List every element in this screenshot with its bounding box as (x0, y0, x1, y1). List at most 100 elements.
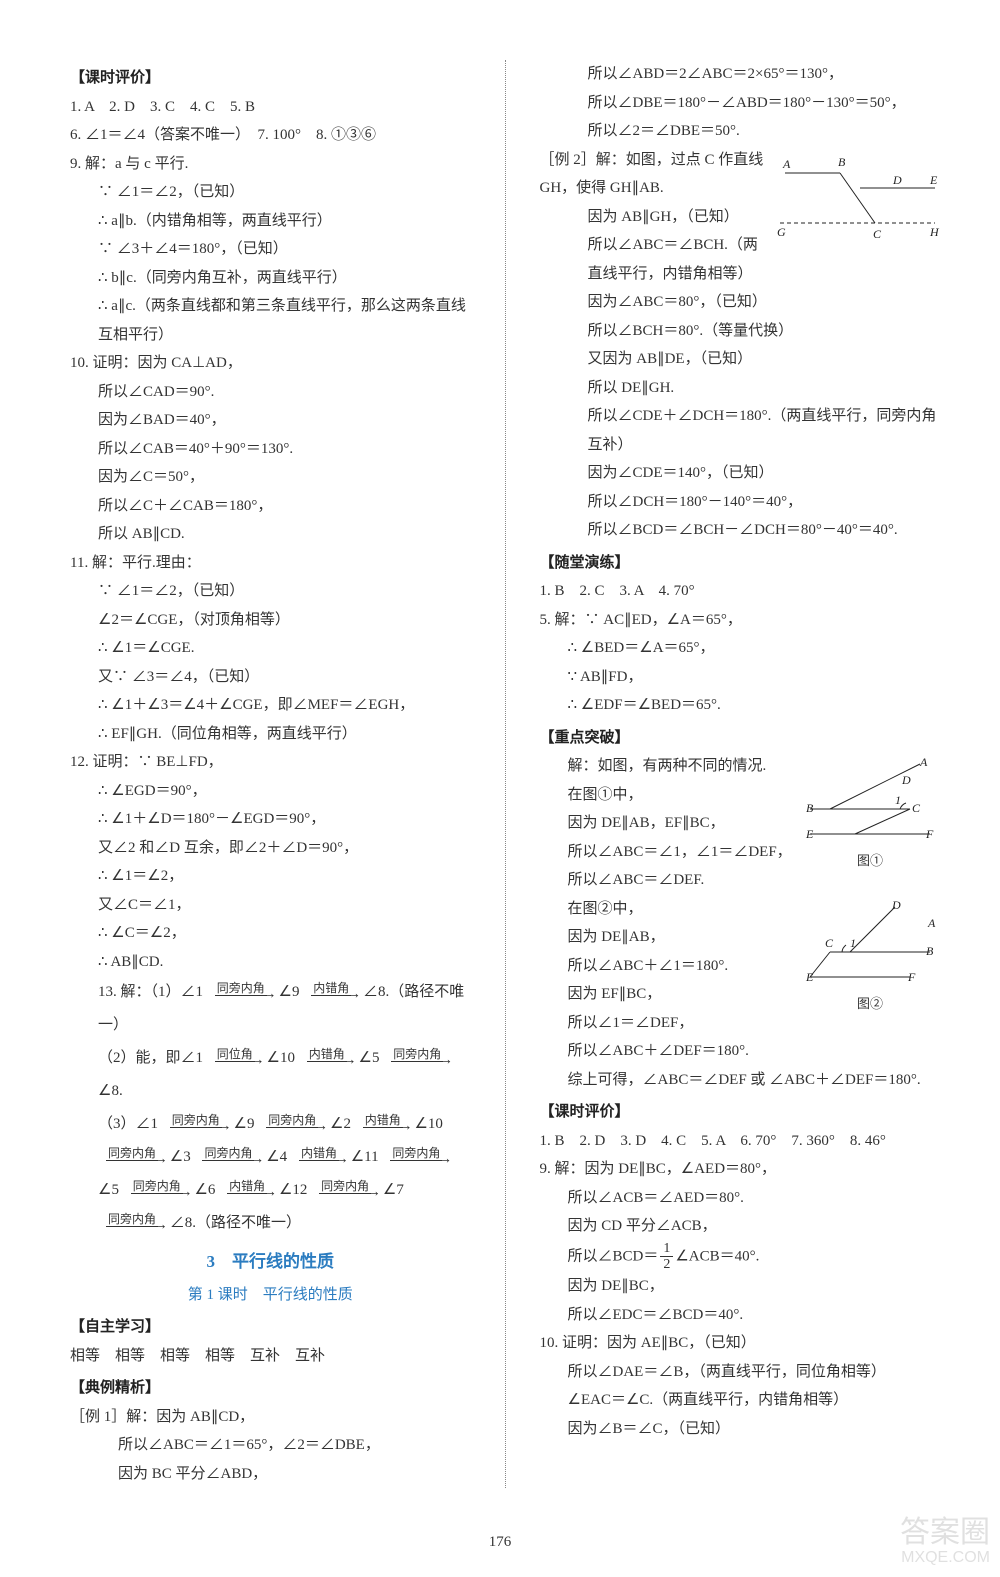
text-line: 1. B 2. D 3. D 4. C 5. A 6. 70° 7. 360° … (540, 1127, 941, 1156)
text-line: 因为∠C＝50°， (70, 463, 471, 492)
text-line: ∴ a∥c.（两条直线都和第三条直线平行，那么这两条直线互相平行） (70, 292, 471, 349)
svg-text:G: G (777, 225, 786, 239)
svg-text:E: E (805, 827, 814, 841)
svg-text:1: 1 (895, 793, 901, 807)
flow-line: ∠5 同旁内角 ∠6 内错角 ∠12 同旁内角 ∠7 (70, 1174, 471, 1207)
text-line: ∵ ∠1＝∠2，（已知） (70, 577, 471, 606)
svg-text:A: A (927, 916, 936, 930)
text-line: 所以∠BCD＝12∠ACB＝40°. (540, 1241, 941, 1273)
text-line: 所以∠BCD＝∠BCH－∠DCH＝80°－40°＝40°. (540, 516, 941, 545)
section-subtitle: 第 1 课时 平行线的性质 (70, 1281, 471, 1310)
text-line: 所以∠2＝∠DBE＝50°. (540, 117, 941, 146)
svg-text:B: B (806, 801, 814, 815)
svg-text:A: A (919, 755, 928, 769)
text-line: ∴ ∠C＝∠2， (70, 919, 471, 948)
text-line: 又∠2 和∠D 互余，即∠2＋∠D＝90°， (70, 834, 471, 863)
text-line: 所以∠DAE＝∠B，（两直线平行，同位角相等） (540, 1358, 941, 1387)
text-line: ∵ AB∥FD， (540, 663, 941, 692)
text-line: 所以∠EDC＝∠BCD＝40°. (540, 1301, 941, 1330)
flow-line: 同旁内角 ∠8.（路径不唯一） (70, 1207, 471, 1240)
text-line: 1. A 2. D 3. C 4. C 5. B (70, 93, 471, 122)
heading-dianli: 【典例精析】 (70, 1374, 471, 1403)
text-line: 9. 解：因为 DE∥BC，∠AED＝80°， (540, 1155, 941, 1184)
text-line: 又∠C＝∠1， (70, 891, 471, 920)
text-line: ∵ ∠3＋∠4＝180°，（已知） (70, 235, 471, 264)
text-line: 所以∠ABC＝∠1＝65°，∠2＝∠DBE， (70, 1431, 471, 1460)
text-line: 又∵ ∠3＝∠4，（已知） (70, 663, 471, 692)
text-line: 所以∠CDE＋∠DCH＝180°.（两直线平行，同旁内角互补） (540, 402, 941, 459)
heading-keshi: 【课时评价】 (70, 64, 471, 93)
text-line: 因为 CD 平分∠ACB， (540, 1212, 941, 1241)
section-title: 3 平行线的性质 (70, 1246, 471, 1278)
svg-text:F: F (907, 970, 916, 984)
heading-suitang: 【随堂演练】 (540, 549, 941, 578)
text-line: 所以 AB∥CD. (70, 520, 471, 549)
svg-text:H: H (929, 225, 940, 239)
text-line: 所以∠BCH＝80°.（等量代换） (540, 317, 941, 346)
text-line: 所以∠CAD＝90°. (70, 378, 471, 407)
heading-keshi2: 【课时评价】 (540, 1098, 941, 1127)
svg-text:B: B (926, 944, 934, 958)
svg-text:C: C (825, 936, 834, 950)
svg-text:A: A (782, 157, 791, 171)
text-line: 9. 解：a 与 c 平行. (70, 150, 471, 179)
flow-line: 13. 解：（1）∠1 同旁内角 ∠9 内错角 ∠8.（路径不唯一） (70, 976, 471, 1042)
text-line: ∠2＝∠CGE，（对顶角相等） (70, 606, 471, 635)
text-line: ∴ ∠1＋∠D＝180°－∠EGD＝90°， (70, 805, 471, 834)
left-column: 【课时评价】 1. A 2. D 3. C 4. C 5. B 6. ∠1＝∠4… (70, 60, 471, 1488)
text-line: 所以∠ABC＋∠DEF＝180°. (540, 1037, 941, 1066)
text-line: 因为 BC 平分∠ABD， (70, 1460, 471, 1489)
text-line: 5. 解：∵ AC∥ED，∠A＝65°， (540, 606, 941, 635)
text-line: 因为 DE∥BC， (540, 1272, 941, 1301)
diagram-fig1: A D B C 1 E F 图① (800, 754, 940, 874)
text-line: ∴ ∠EDF＝∠BED＝65°. (540, 691, 941, 720)
text-line: 6. ∠1＝∠4（答案不唯一） 7. 100° 8. ①③⑥ (70, 121, 471, 150)
text-line: ∴ AB∥CD. (70, 948, 471, 977)
text-line: 所以∠DBE＝180°－∠ABD＝180°－130°＝50°， (540, 89, 941, 118)
text-line: ∠EAC＝∠C.（两直线平行，内错角相等） (540, 1386, 941, 1415)
text-line: 因为∠ABC＝80°，（已知） (540, 288, 941, 317)
svg-text:E: E (805, 970, 814, 984)
svg-text:C: C (912, 801, 921, 815)
diagram-example2: A B D E G C H (775, 148, 940, 243)
heading-zizhu: 【自主学习】 (70, 1313, 471, 1342)
text-line: 1. B 2. C 3. A 4. 70° (540, 577, 941, 606)
text-line: 因为∠B＝∠C，（已知） (540, 1415, 941, 1444)
text-line: 10. 证明：因为 CA⊥AD， (70, 349, 471, 378)
text-line: 因为∠CDE＝140°，（已知） (540, 459, 941, 488)
diagram-fig2: D A C 1 B E F 图② (800, 897, 940, 1017)
svg-text:1: 1 (850, 936, 856, 950)
text-line: ［例 1］解：因为 AB∥CD， (70, 1403, 471, 1432)
flow-line: （2）能，即∠1 同位角 ∠10 内错角 ∠5 同旁内角 ∠8. (70, 1042, 471, 1108)
text-line: ∴ ∠1＝∠2， (70, 862, 471, 891)
text-line: 11. 解：平行.理由： (70, 549, 471, 578)
text-line: 所以∠C＋∠CAB＝180°， (70, 492, 471, 521)
text-line: ∴ b∥c.（同旁内角互补，两直线平行） (70, 264, 471, 293)
right-column: 所以∠ABD＝2∠ABC＝2×65°＝130°， 所以∠DBE＝180°－∠AB… (540, 60, 941, 1488)
svg-text:F: F (925, 827, 934, 841)
flow-line: （3）∠1 同旁内角 ∠9 同旁内角 ∠2 内错角 ∠10 (70, 1108, 471, 1141)
text-line: 综上可得，∠ABC＝∠DEF 或 ∠ABC＋∠DEF＝180°. (540, 1066, 941, 1095)
svg-text:D: D (892, 173, 902, 187)
svg-text:C: C (873, 227, 882, 241)
text-line: 所以∠CAB＝40°＋90°＝130°. (70, 435, 471, 464)
svg-text:D: D (901, 773, 911, 787)
column-divider (505, 60, 506, 1488)
heading-zhongdian: 【重点突破】 (540, 724, 941, 753)
text-line: 又因为 AB∥DE，（已知） (540, 345, 941, 374)
text-line: ∴ ∠EGD＝90°， (70, 777, 471, 806)
svg-text:B: B (838, 155, 846, 169)
svg-text:D: D (891, 898, 901, 912)
text-line: ∴ ∠BED＝∠A＝65°， (540, 634, 941, 663)
diagram-caption: 图① (800, 849, 940, 874)
text-line: ∴ ∠1＝∠CGE. (70, 634, 471, 663)
svg-text:E: E (929, 173, 938, 187)
page-number: 176 (0, 1528, 1000, 1577)
text-line: ∴ EF∥GH.（同位角相等，两直线平行） (70, 720, 471, 749)
text-line: 所以∠DCH＝180°－140°＝40°， (540, 488, 941, 517)
text-line: 12. 证明：∵ BE⊥FD， (70, 748, 471, 777)
diagram-caption: 图② (800, 992, 940, 1017)
text-line: 相等 相等 相等 相等 互补 互补 (70, 1342, 471, 1371)
text-line: 所以 DE∥GH. (540, 374, 941, 403)
watermark: 答案圈 MXQE.COM (900, 1516, 990, 1567)
